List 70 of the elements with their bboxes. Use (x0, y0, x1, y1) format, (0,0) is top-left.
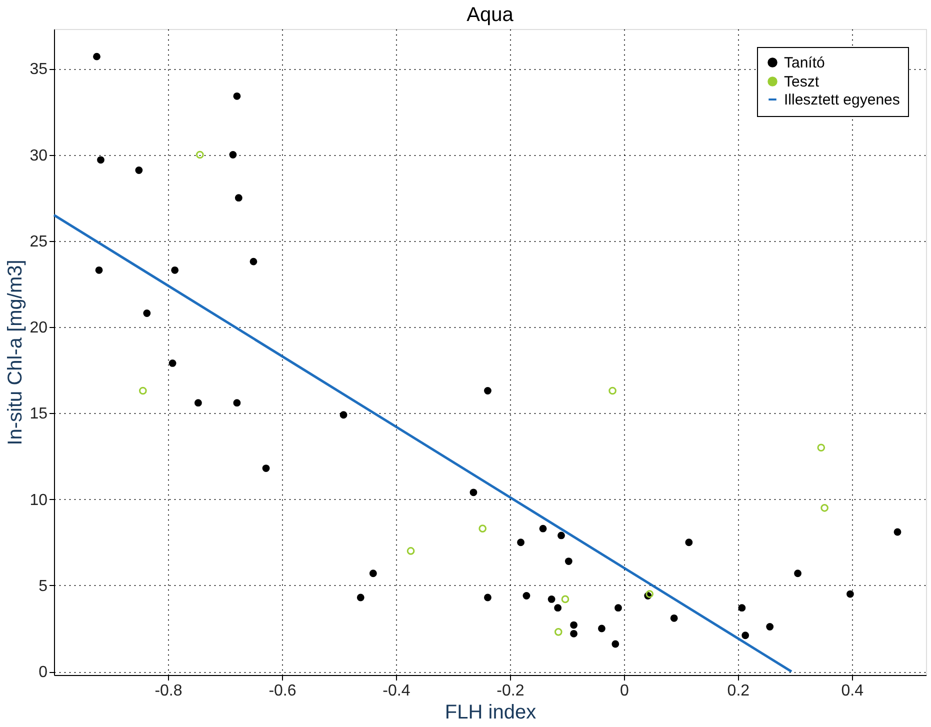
point (561, 595, 570, 604)
x-tick-label: 0.4 (841, 682, 864, 700)
point (250, 258, 258, 266)
point (340, 411, 348, 419)
y-tick-label: 15 (30, 406, 48, 423)
x-tick-label: -0.6 (268, 682, 296, 700)
y-axis-title: In-situ Chl-a [mg/m3] (4, 260, 27, 446)
point (846, 590, 854, 598)
point (406, 547, 415, 555)
x-tick-label: -0.2 (496, 682, 524, 700)
point (614, 604, 622, 612)
point (738, 604, 746, 612)
point (554, 628, 562, 636)
point (356, 594, 364, 602)
legend-label: Illesztett egyenes (784, 92, 900, 108)
point (234, 194, 242, 202)
chart-title: Aqua (466, 4, 514, 26)
point (484, 594, 492, 602)
y-tick-label: 10 (30, 492, 48, 509)
y-tick-label: 25 (30, 233, 48, 250)
point (97, 156, 104, 164)
point (539, 524, 547, 532)
point (570, 630, 578, 638)
point (612, 640, 620, 648)
point (766, 623, 774, 630)
point (558, 532, 565, 540)
x-tick-label: -0.8 (154, 682, 182, 700)
point (554, 604, 562, 612)
point (139, 386, 147, 395)
x-tick-label: 0.2 (727, 682, 750, 700)
y-tick-label: 0 (38, 664, 48, 682)
point (670, 614, 678, 622)
x-tick-label: 0 (620, 682, 629, 700)
y-tick-label: 30 (30, 147, 48, 164)
point (135, 166, 143, 174)
x-axis-title: FLH index (444, 702, 536, 724)
point (522, 592, 530, 600)
point (143, 310, 151, 317)
point (484, 387, 492, 394)
point (894, 528, 902, 536)
y-tick-label: 5 (38, 578, 48, 595)
point (548, 596, 556, 603)
point (233, 399, 241, 407)
point (369, 570, 377, 578)
point (564, 558, 572, 566)
point (168, 359, 176, 367)
legend-label: Teszt (784, 74, 820, 90)
point (817, 444, 826, 452)
point (685, 538, 693, 546)
point (794, 570, 802, 578)
point (194, 399, 202, 407)
point (608, 386, 616, 395)
x-tick-label: -0.4 (382, 682, 410, 700)
point (517, 538, 524, 546)
y-tick-label: 20 (30, 320, 48, 337)
point (742, 632, 750, 640)
point (570, 621, 578, 629)
point (262, 464, 270, 472)
point (820, 504, 828, 512)
point (196, 150, 204, 159)
point (233, 92, 241, 100)
y-tick-label: 35 (30, 61, 48, 78)
point (470, 488, 478, 496)
point (95, 266, 103, 274)
legend-label: Tanító (784, 54, 825, 72)
point (598, 624, 606, 632)
point (93, 52, 100, 60)
point (229, 151, 237, 158)
point (478, 524, 487, 532)
point (171, 266, 179, 274)
